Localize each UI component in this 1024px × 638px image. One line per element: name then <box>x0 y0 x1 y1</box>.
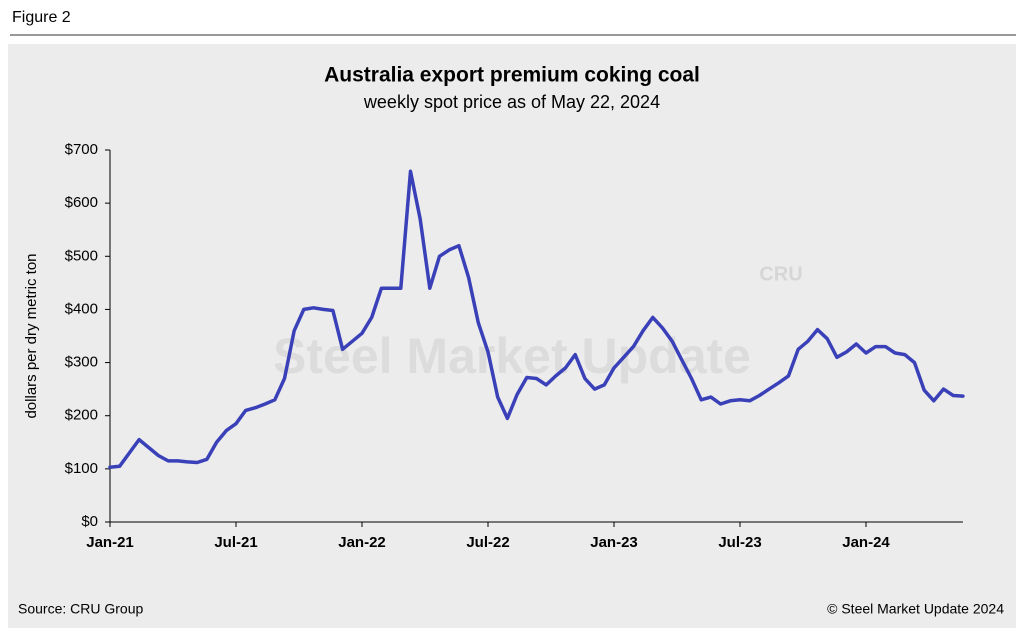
chart-subtitle: weekly spot price as of May 22, 2024 <box>363 92 660 112</box>
copyright: © Steel Market Update 2024 <box>827 601 1004 617</box>
data-line <box>108 169 965 470</box>
x-tick-label: Jul-21 <box>214 534 257 551</box>
y-tick-label: $100 <box>65 460 98 477</box>
y-tick-label: $500 <box>65 247 98 264</box>
y-axis-label: dollars per dry metric ton <box>23 253 40 418</box>
y-tick-label: $0 <box>81 513 98 530</box>
x-tick-label: Jan-24 <box>842 534 890 551</box>
figure-label: Figure 2 <box>12 9 71 26</box>
x-tick-label: Jan-23 <box>590 534 638 551</box>
x-tick-label: Jul-23 <box>718 534 761 551</box>
y-tick-label: $700 <box>65 141 98 158</box>
x-tick-label: Jan-22 <box>338 534 386 551</box>
y-tick-label: $300 <box>65 354 98 371</box>
y-tick-label: $200 <box>65 407 98 424</box>
source: Source: CRU Group <box>18 601 143 617</box>
watermark-logo: CRU <box>759 263 802 285</box>
chart-panel <box>8 44 1016 628</box>
y-tick-label: $600 <box>65 194 98 211</box>
chart-title: Australia export premium coking coal <box>324 64 700 87</box>
x-tick-label: Jul-22 <box>466 534 509 551</box>
y-tick-label: $400 <box>65 300 98 317</box>
x-tick-label: Jan-21 <box>86 534 134 551</box>
